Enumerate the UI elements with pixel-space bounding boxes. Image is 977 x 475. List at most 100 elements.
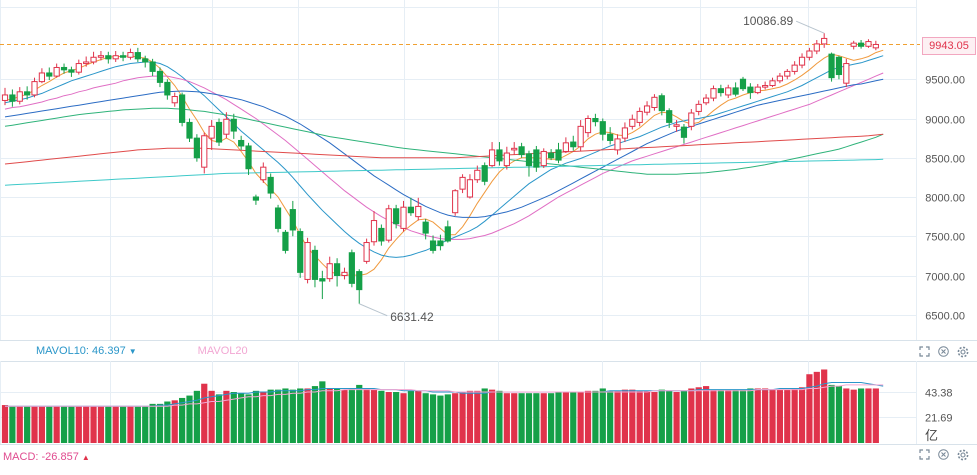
candle-body (710, 88, 717, 99)
candle (208, 120, 215, 150)
candle (850, 40, 857, 50)
volume-bar (208, 390, 215, 443)
candle (754, 83, 761, 95)
candle-body (791, 64, 798, 72)
volume-bar (658, 389, 665, 443)
settings-icon[interactable] (956, 345, 969, 358)
volume-panel-tools (918, 345, 969, 358)
candle (798, 53, 806, 69)
candle (142, 55, 149, 68)
volume-bar (134, 406, 141, 443)
candle (334, 258, 341, 287)
candle (666, 108, 673, 128)
volume-bar (850, 389, 857, 443)
volume-bar (68, 406, 75, 443)
expand-icon[interactable] (918, 345, 931, 358)
candle-body (179, 94, 186, 123)
volume-bar (503, 393, 510, 443)
candle (230, 113, 237, 139)
candle (592, 113, 599, 127)
candle (156, 67, 164, 88)
candle (179, 92, 186, 127)
candle-body (282, 231, 289, 251)
candle (127, 48, 134, 60)
candle-body (717, 88, 724, 94)
expand-icon[interactable] (918, 448, 931, 461)
volume-bar (481, 388, 488, 443)
volume-bar (393, 392, 400, 443)
volume-bar (105, 406, 112, 443)
candle-body (466, 179, 474, 198)
volume-bar (319, 381, 326, 443)
candle-body (149, 61, 156, 72)
candle (717, 84, 724, 97)
volume-bar (370, 389, 378, 443)
line-ma30 (4, 78, 884, 218)
line-ma20 (4, 72, 884, 240)
candle (75, 59, 82, 75)
price-axis-tick: 9000.00 (925, 115, 965, 127)
candle-body (488, 149, 496, 167)
candle (732, 82, 739, 97)
volume-bar (245, 394, 252, 443)
volume-bar (548, 393, 555, 443)
candle (252, 194, 260, 205)
candle (171, 92, 178, 107)
candle-body (629, 118, 636, 127)
volume-bar (784, 389, 791, 443)
candle-body (297, 231, 304, 273)
volume-bar (297, 388, 304, 443)
candle (688, 109, 695, 131)
candle (260, 162, 267, 183)
candle (548, 149, 555, 161)
candle-body (46, 72, 53, 77)
candle (437, 234, 444, 251)
candle (83, 56, 90, 67)
volume-bar (112, 406, 119, 443)
volume-bar (577, 392, 584, 443)
close-icon[interactable] (937, 448, 950, 461)
candle-body (422, 221, 429, 234)
candle-body (739, 78, 747, 90)
volume-bar (562, 392, 569, 443)
volume-bar (488, 389, 496, 443)
candle-body (378, 227, 385, 242)
candle-body (60, 66, 68, 71)
candle-body (407, 206, 414, 214)
candle (629, 114, 636, 130)
candle-body (75, 63, 82, 73)
candle-body (474, 169, 481, 181)
volume-bar (238, 393, 245, 443)
candle-body (599, 121, 606, 135)
candle (673, 120, 680, 132)
candle-body (540, 150, 547, 167)
volume-bar (592, 390, 599, 443)
candle (119, 51, 127, 62)
volume-bar (695, 387, 702, 443)
volume-bar (223, 390, 230, 443)
candle-body (636, 110, 643, 123)
candle (326, 256, 333, 282)
low-price-label: 6631.42 (390, 310, 434, 324)
candle (511, 142, 518, 155)
settings-icon[interactable] (956, 448, 969, 461)
candle-body (274, 207, 282, 229)
candle-body (267, 176, 274, 194)
candle (466, 174, 474, 199)
candle-body (857, 42, 865, 47)
candle (570, 135, 577, 151)
candle (821, 33, 828, 48)
volume-bar (38, 406, 45, 443)
volume-bar (776, 389, 783, 443)
candle (1, 87, 9, 106)
candle (245, 142, 252, 176)
candle (363, 238, 370, 264)
candle (577, 120, 584, 152)
candle-body (533, 149, 540, 168)
candle (415, 197, 422, 221)
candle-body (186, 121, 193, 139)
volume-bar (754, 388, 761, 443)
candle (68, 66, 75, 77)
candle-body (850, 42, 857, 47)
close-icon[interactable] (937, 345, 950, 358)
